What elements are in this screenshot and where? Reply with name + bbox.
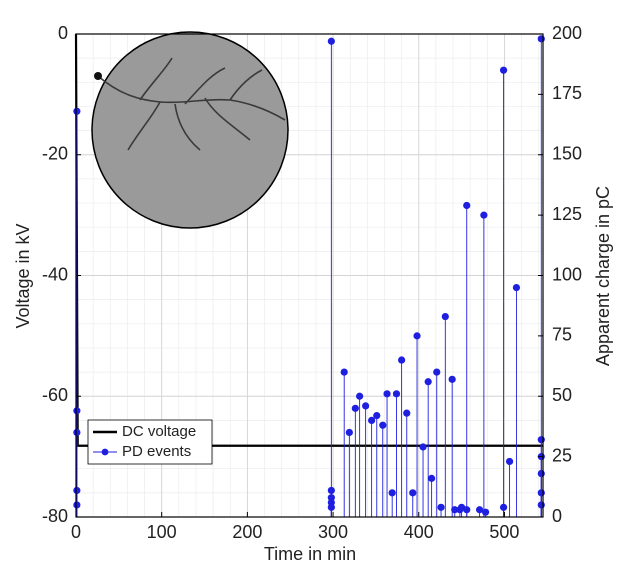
pd-event: [537, 489, 545, 497]
pd-event: [327, 37, 335, 45]
y-tick-label: 0: [58, 23, 68, 43]
pd-event: [351, 404, 359, 412]
y-tick-label: -80: [42, 506, 68, 526]
pd-event: [475, 506, 484, 514]
crack: [97, 57, 286, 151]
pd-event: [409, 489, 417, 497]
y2-tick-label: 75: [552, 325, 572, 345]
specimen-photo: [91, 31, 289, 229]
pd-event: [537, 436, 545, 444]
y-axis-label: Voltage in kV: [13, 223, 33, 328]
y-tick-label: -40: [42, 264, 68, 284]
inset-image: [91, 31, 289, 229]
y-tick-label: -20: [42, 144, 68, 164]
x-tick-label: 300: [318, 522, 348, 542]
pd-event: [327, 486, 335, 495]
pd-event: [499, 66, 508, 74]
pd-event: [403, 409, 411, 417]
y2-axis-label: Apparent charge in pC: [593, 186, 613, 366]
pd-event: [441, 312, 449, 321]
y2-tick-label: 150: [552, 144, 582, 164]
pd-event: [433, 368, 441, 376]
pd-event: [419, 443, 427, 451]
y2-tick-label: 200: [552, 23, 582, 43]
pd-event: [388, 489, 396, 497]
pd-event: [537, 469, 545, 478]
pd-event: [368, 416, 376, 424]
y2-tick-label: 175: [552, 83, 582, 103]
pd-event: [73, 501, 81, 509]
pd-event: [345, 428, 353, 437]
y2-tick-label: 125: [552, 204, 582, 224]
x-tick-label: 200: [232, 522, 262, 542]
pd-event: [499, 503, 508, 511]
pd-event: [73, 428, 81, 437]
pd-event: [428, 474, 436, 482]
pd-event: [413, 332, 421, 340]
pd-event: [73, 486, 81, 495]
pd-event: [463, 506, 471, 514]
crack-origin: [94, 72, 102, 80]
pd-event: [512, 283, 521, 292]
y2-tick-label: 0: [552, 506, 562, 526]
y2-tick-label: 50: [552, 385, 572, 405]
pd-event: [73, 407, 81, 415]
pd-event: [480, 211, 488, 219]
pd-event: [383, 390, 391, 398]
legend-box: [87, 419, 213, 465]
x-tick-label: 500: [489, 522, 519, 542]
pd-event: [327, 503, 335, 511]
pd-event: [73, 107, 81, 115]
legend-label: PD events: [122, 443, 191, 460]
pd-event: [340, 368, 348, 376]
x-tick-label: 400: [404, 522, 434, 542]
pd-event: [392, 390, 401, 398]
pd-event: [537, 35, 545, 43]
y2-tick-label: 100: [552, 264, 582, 284]
pd-event: [463, 201, 471, 210]
pd-event: [505, 457, 514, 466]
pd-event: [537, 501, 545, 509]
pd-event: [437, 503, 445, 511]
x-tick-label: 0: [71, 522, 81, 542]
y-tick-label: -60: [42, 385, 68, 405]
pd-event: [424, 378, 432, 386]
pd-event: [373, 411, 381, 420]
pd-event: [398, 356, 406, 364]
legend-label: DC voltage: [122, 423, 196, 440]
y2-tick-label: 25: [552, 445, 572, 465]
pd-event: [356, 392, 364, 400]
pd-event: [448, 375, 456, 383]
pd-event: [481, 508, 490, 516]
pd-event: [379, 421, 387, 429]
legend: DC voltage PD events: [87, 419, 213, 465]
pd-event: [362, 402, 370, 410]
x-axis-label: Time in min: [264, 544, 356, 564]
x-tick-label: 100: [147, 522, 177, 542]
legend-swatch: [101, 448, 109, 456]
pd-event: [451, 506, 459, 514]
